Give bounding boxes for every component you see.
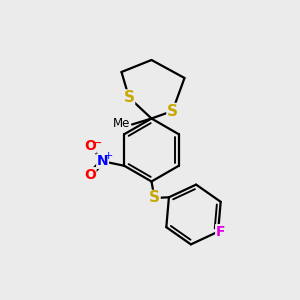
Text: +: + xyxy=(103,151,113,161)
Text: O: O xyxy=(84,139,96,153)
Text: F: F xyxy=(216,225,225,239)
Text: N: N xyxy=(97,154,108,168)
Text: −: − xyxy=(92,137,102,150)
Text: Me: Me xyxy=(112,117,130,130)
Text: S: S xyxy=(167,103,178,118)
Text: S: S xyxy=(124,90,134,105)
Text: S: S xyxy=(149,190,160,206)
Text: O: O xyxy=(84,168,96,182)
